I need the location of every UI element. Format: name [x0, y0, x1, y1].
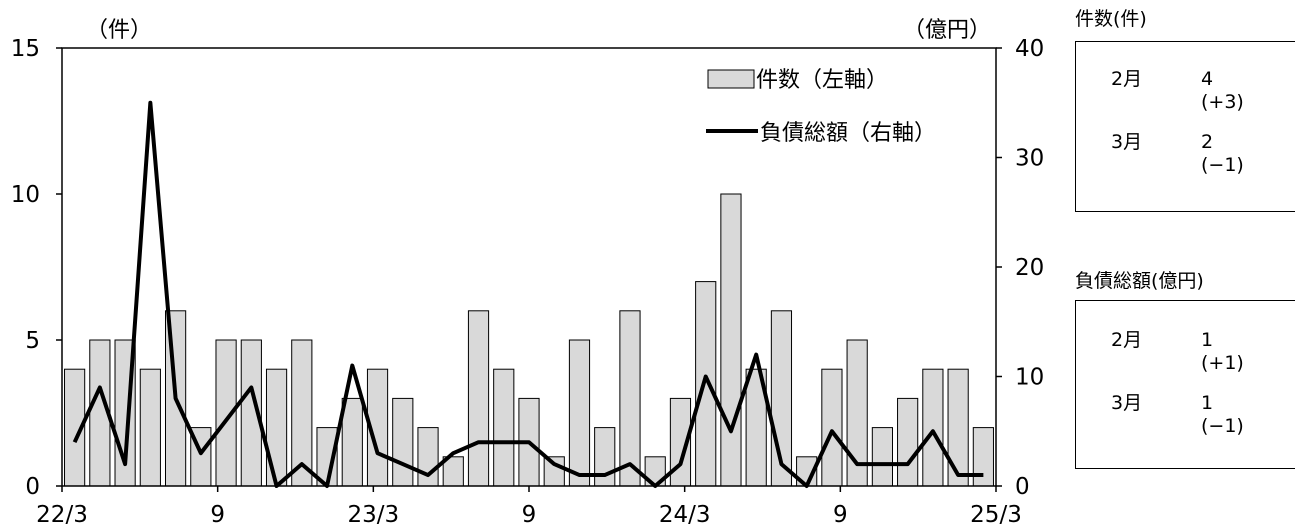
bar-count	[265, 368, 288, 487]
right-axis-unit: （億円）	[903, 18, 991, 43]
bar-count	[467, 310, 490, 487]
bar-count	[720, 193, 742, 487]
right-tick-label: 10	[1015, 365, 1044, 391]
bar-count	[871, 427, 893, 487]
left-tick-label: 15	[11, 36, 40, 62]
bar-count	[341, 397, 363, 487]
count-panel: 2月 4 (+3) 3月 2 (−1)	[1075, 41, 1295, 212]
count-change: (+3)	[1201, 91, 1244, 113]
left-tick-label: 10	[11, 182, 40, 208]
bar-count	[619, 310, 641, 487]
legend-bar-swatch	[707, 69, 755, 89]
bar-count	[594, 427, 616, 487]
x-tick-label: 23/3	[348, 502, 400, 528]
bar-count	[392, 397, 414, 487]
left-tick-label: 0	[25, 474, 40, 500]
bar-count	[922, 368, 944, 487]
count-value: 2	[1201, 131, 1214, 153]
bar-count	[947, 368, 969, 487]
debt-panel-title: 負債総額(億円)	[1075, 270, 1204, 292]
bar-count	[417, 427, 439, 487]
left-axis-unit: （件）	[86, 18, 152, 43]
bar-count	[821, 368, 843, 487]
legend-line-label: 負債総額（右軸）	[760, 121, 936, 146]
month-label: 3月	[1111, 131, 1143, 153]
bar-count	[568, 339, 591, 487]
left-tick-label: 5	[25, 328, 40, 354]
legend-bar-label: 件数（左軸）	[756, 68, 888, 93]
x-tick-label: 9	[522, 502, 537, 528]
right-tick-label: 30	[1015, 146, 1044, 172]
right-tick-label: 20	[1015, 255, 1044, 281]
count-panel-title: 件数(件)	[1075, 8, 1147, 30]
bar-count	[493, 368, 515, 487]
debt-change: (−1)	[1201, 415, 1244, 437]
month-label: 2月	[1111, 68, 1143, 90]
x-tick-label: 24/3	[659, 502, 711, 528]
month-label: 2月	[1111, 329, 1143, 351]
bar-count	[897, 397, 919, 487]
debt-change: (+1)	[1201, 352, 1244, 374]
right-tick-label: 40	[1015, 36, 1044, 62]
x-tick-label: 25/3	[970, 502, 1022, 528]
count-change: (−1)	[1201, 154, 1244, 176]
month-label: 3月	[1111, 392, 1143, 414]
debt-value: 1	[1201, 392, 1214, 414]
debt-value: 1	[1201, 329, 1214, 351]
bar-count	[139, 368, 161, 487]
x-tick-label: 9	[210, 502, 225, 528]
debt-panel: 2月 1 (+1) 3月 1 (−1)	[1075, 300, 1295, 469]
right-tick-label: 0	[1015, 474, 1030, 500]
bar-count	[972, 427, 994, 487]
count-value: 4	[1201, 68, 1214, 90]
debt-line-series	[72, 100, 984, 488]
bankruptcy-chart: 0 5 10 15 0 10 20 30 40 22/3 9 23/3 9 24/3 9 25/3 件数（左軸…	[11, 18, 1045, 528]
bar-count	[543, 456, 565, 487]
x-tick-label: 22/3	[36, 502, 88, 528]
chart-legend: 件数（左軸） 負債総額（右軸）	[706, 68, 936, 146]
bar-count	[695, 281, 717, 487]
x-tick-label: 9	[833, 502, 848, 528]
